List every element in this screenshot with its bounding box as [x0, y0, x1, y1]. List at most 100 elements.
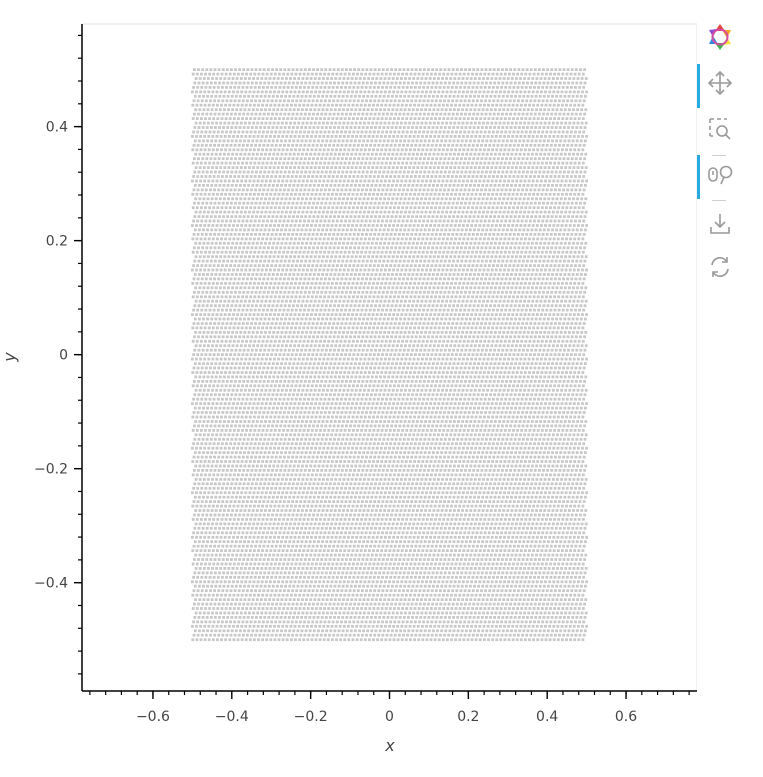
- point: [544, 255, 547, 258]
- point: [259, 260, 262, 263]
- point: [424, 242, 427, 245]
- point: [460, 171, 463, 174]
- point: [373, 175, 376, 178]
- point: [392, 180, 395, 183]
- point: [331, 91, 334, 94]
- point: [524, 117, 527, 120]
- point: [583, 278, 586, 281]
- point: [414, 206, 417, 209]
- point: [288, 171, 291, 174]
- point: [441, 211, 444, 214]
- point: [274, 206, 277, 209]
- point: [370, 157, 373, 160]
- point: [472, 113, 475, 116]
- point: [380, 180, 383, 183]
- point: [211, 153, 214, 156]
- point: [350, 126, 353, 129]
- point: [557, 282, 560, 285]
- point: [491, 180, 494, 183]
- point: [241, 238, 244, 241]
- point: [308, 68, 311, 71]
- point: [330, 255, 333, 258]
- point: [444, 157, 447, 160]
- point: [348, 264, 351, 267]
- point: [352, 238, 355, 241]
- point: [293, 77, 296, 80]
- point: [322, 91, 325, 94]
- point: [250, 175, 253, 178]
- point: [532, 91, 535, 94]
- point: [345, 82, 348, 85]
- point: [500, 251, 503, 254]
- point: [495, 224, 498, 227]
- point: [363, 122, 366, 125]
- point: [194, 153, 197, 156]
- point: [511, 211, 514, 214]
- point: [577, 180, 580, 183]
- point: [579, 202, 582, 205]
- point: [245, 117, 248, 120]
- point: [237, 264, 240, 267]
- point: [496, 73, 499, 76]
- point: [541, 73, 544, 76]
- point: [323, 295, 326, 298]
- point: [384, 91, 387, 94]
- point: [227, 153, 230, 156]
- point: [339, 193, 342, 196]
- point: [501, 233, 504, 236]
- point: [483, 117, 486, 120]
- point: [216, 91, 219, 94]
- point: [345, 68, 348, 71]
- point: [464, 246, 467, 249]
- point: [530, 215, 533, 218]
- point: [457, 273, 460, 276]
- point: [581, 180, 584, 183]
- point: [237, 220, 240, 223]
- point: [504, 175, 507, 178]
- point: [564, 286, 567, 289]
- point: [214, 68, 217, 71]
- point: [490, 286, 493, 289]
- point: [357, 189, 360, 192]
- point: [359, 224, 362, 227]
- point: [431, 233, 434, 236]
- point: [515, 255, 518, 258]
- point: [453, 122, 456, 125]
- point: [565, 269, 568, 272]
- point: [554, 233, 557, 236]
- point: [524, 238, 527, 241]
- point: [449, 242, 452, 245]
- point: [338, 286, 341, 289]
- point: [312, 189, 315, 192]
- point: [405, 117, 408, 120]
- point: [191, 282, 194, 285]
- point: [520, 135, 523, 138]
- point: [334, 211, 337, 214]
- point: [324, 220, 327, 223]
- point: [226, 171, 229, 174]
- point: [540, 269, 543, 272]
- point: [555, 126, 558, 129]
- point: [347, 122, 350, 125]
- point: [348, 206, 351, 209]
- point: [548, 211, 551, 214]
- point: [282, 148, 285, 151]
- point: [347, 104, 350, 107]
- point: [507, 180, 510, 183]
- point: [304, 233, 307, 236]
- point: [349, 99, 352, 102]
- point: [256, 211, 259, 214]
- point: [333, 171, 336, 174]
- point: [484, 278, 487, 281]
- point: [584, 229, 587, 232]
- point: [202, 140, 205, 143]
- point: [388, 77, 391, 80]
- point: [470, 77, 473, 80]
- point: [264, 242, 267, 245]
- point: [441, 242, 444, 245]
- point: [244, 255, 247, 258]
- point: [424, 229, 427, 232]
- point: [451, 144, 454, 147]
- point: [211, 77, 214, 80]
- point: [468, 291, 471, 294]
